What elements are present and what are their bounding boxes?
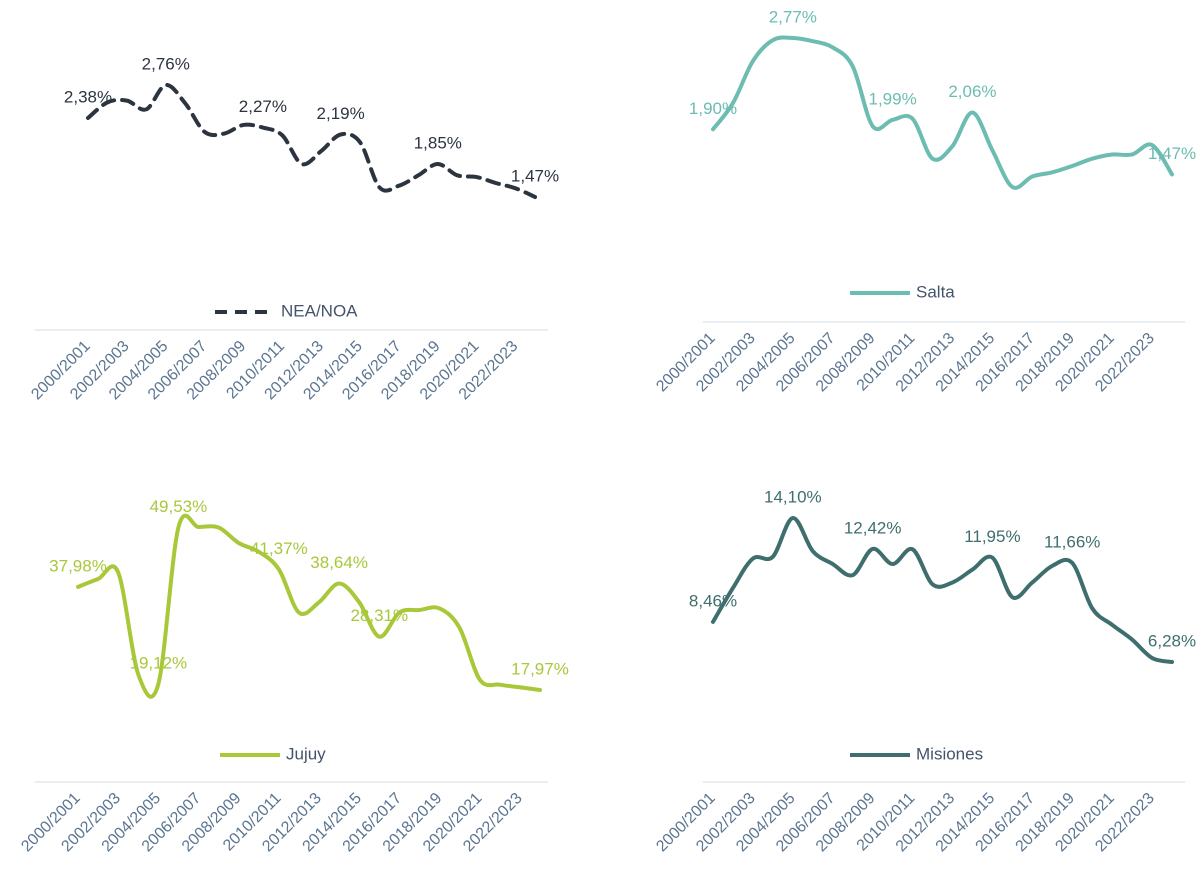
data-label: 2,38% [64,87,112,106]
data-label: 1,90% [689,99,737,118]
data-label: 2,77% [769,7,817,26]
data-label: 2,27% [239,97,287,116]
data-label: 1,85% [414,133,462,152]
data-label: 1,47% [1148,144,1196,163]
series-line [711,35,1174,190]
data-label: 2,19% [317,104,365,123]
data-label: 12,42% [844,518,902,537]
series-line [76,513,542,699]
data-label: 49,53% [150,497,208,516]
legend-label: Salta [916,282,955,301]
data-label: 2,06% [948,82,996,101]
data-label: 1,99% [869,89,917,108]
data-label: 19,12% [130,654,188,673]
legend-label: Misiones [916,744,983,763]
data-label: 41,37% [250,539,308,558]
data-label: 17,97% [511,659,569,678]
legend-label: Jujuy [286,744,326,763]
data-label: 1,47% [511,166,559,185]
data-label: 37,98% [49,556,107,575]
data-label: 6,28% [1148,631,1196,650]
data-label: 11,66% [1044,532,1100,551]
data-label: 14,10% [764,487,822,506]
data-label: 2,76% [142,54,190,73]
data-label: 11,95% [964,527,1020,546]
data-label: 38,64% [310,553,368,572]
series-line [86,83,537,199]
legend-label: NEA/NOA [281,301,358,320]
series-line [711,516,1174,664]
data-label: 8,46% [689,591,737,610]
data-label: 28,31% [350,606,408,625]
